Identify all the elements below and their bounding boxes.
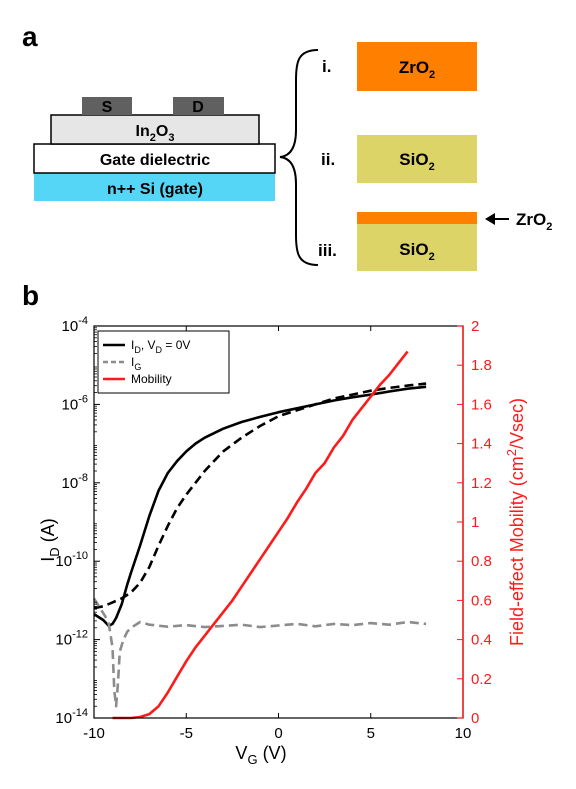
option-iii: iii. SiO2 ZrO2 <box>318 210 552 271</box>
legend-label: ID, VD = 0V <box>131 338 190 355</box>
option-i-roman: i. <box>322 57 331 76</box>
channel-layer <box>50 114 260 145</box>
y-axis-title-left: ID (A) <box>38 518 62 561</box>
y-tick-label-right: 1.6 <box>471 396 492 413</box>
series-line-2 <box>92 597 427 708</box>
y-tick-label-right: 1.8 <box>471 357 492 374</box>
option-i-label: ZrO2 <box>399 58 435 81</box>
y-tick-label-left: 10-8 <box>62 472 88 492</box>
x-tick-label: 5 <box>367 725 375 742</box>
y-tick-label-right: 1 <box>471 514 479 531</box>
x-tick-label: 0 <box>274 725 282 742</box>
y-tick-label-right: 0.6 <box>471 592 492 609</box>
zro2-arrow-label: ZrO2 <box>516 210 552 233</box>
sio2-block <box>357 135 477 183</box>
option-i: i. ZrO2 <box>322 42 477 91</box>
y-tick-label-right: 0.4 <box>471 632 492 649</box>
x-axis-title: VG (V) <box>235 743 286 767</box>
y-tick-label-left: 10-4 <box>62 315 88 335</box>
y-tick-label-right: 1.4 <box>471 436 492 453</box>
option-ii-label: SiO2 <box>399 150 434 173</box>
y-tick-label-right: 2 <box>471 318 479 335</box>
source-contact <box>82 97 132 115</box>
y-tick-label-right: 0.8 <box>471 553 492 570</box>
zro2-top-layer <box>357 212 477 224</box>
legend-label: Mobility <box>131 372 172 386</box>
panel-a-label: a <box>22 21 38 52</box>
source-label: S <box>102 99 113 116</box>
x-tick-label: 10 <box>455 725 472 742</box>
option-iii-label: SiO2 <box>399 240 434 263</box>
option-ii-roman: ii. <box>321 150 335 169</box>
device-stack: S D In2O3 Gate dielectric n++ Si (gate) <box>33 97 276 201</box>
y-tick-label-left: 10-12 <box>55 629 88 649</box>
panel-b-label: b <box>22 280 39 311</box>
brace-shape <box>279 49 319 266</box>
channel-label: In2O3 <box>136 123 175 144</box>
drain-contact <box>173 97 224 115</box>
option-iii-roman: iii. <box>318 241 337 260</box>
y-tick-label-left: 10-10 <box>55 550 88 570</box>
series-line-0 <box>93 385 427 628</box>
x-tick-label: -10 <box>83 725 105 742</box>
option-ii: ii. SiO2 <box>321 135 477 183</box>
y-tick-label-right: 0 <box>471 710 479 727</box>
y-tick-label-right: 1.2 <box>471 475 492 492</box>
series-layer <box>92 350 427 720</box>
y-tick-label-left: 10-14 <box>55 707 88 727</box>
dielectric-layer <box>33 143 276 174</box>
y-ticks-right: 0 0.2 0.4 0.6 0.8 1 1.2 1.4 1.6 1.8 2 <box>457 318 492 727</box>
x-tick-label: -5 <box>180 725 193 742</box>
legend-label: IG <box>131 355 141 372</box>
zro2-block <box>357 42 477 91</box>
arrow-icon <box>485 213 509 225</box>
y-tick-label-left: 10-6 <box>62 393 88 413</box>
y-ticks-left: 10-14 10-12 10-10 10-8 10-6 10-4 <box>55 315 100 727</box>
sio2-bottom-block <box>357 224 477 271</box>
dielectric-label: Gate dielectric <box>100 152 210 169</box>
y-axis-title-right: Field-effect Mobility (cm2/Vsec) <box>504 398 527 646</box>
gate-label: n++ Si (gate) <box>107 181 203 198</box>
drain-label: D <box>192 99 204 116</box>
series-line-3 <box>112 350 409 720</box>
gate-layer <box>34 173 275 201</box>
y-tick-label-right: 0.2 <box>471 671 492 688</box>
series-line-1 <box>93 382 427 610</box>
